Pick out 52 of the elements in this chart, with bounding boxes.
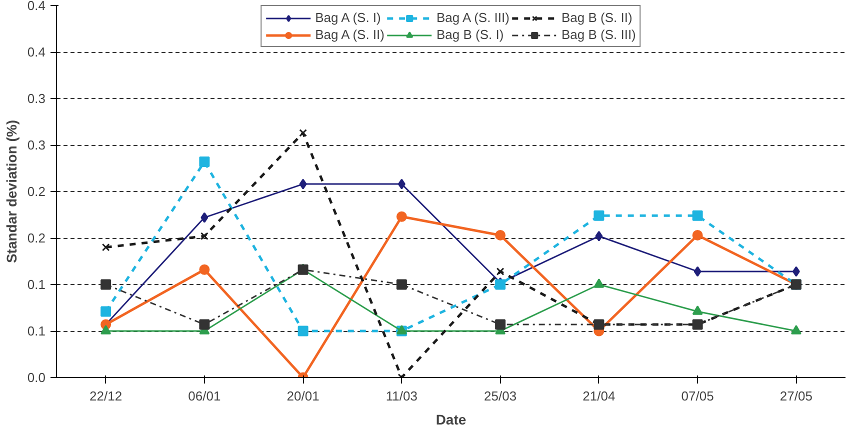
point xyxy=(398,178,406,190)
point xyxy=(694,266,702,277)
x-tick-label: 27/05 xyxy=(780,388,812,404)
point xyxy=(495,230,506,240)
point xyxy=(299,128,307,137)
x-tick-label: 21/04 xyxy=(582,388,616,404)
y-tick-label: 0.4 xyxy=(27,0,46,13)
y-tick-label: 0.2 xyxy=(27,184,46,199)
point xyxy=(100,279,112,290)
legend-label: Bag A (S. III) xyxy=(436,10,510,25)
point xyxy=(396,279,407,290)
legend-label: Bag A (S. I) xyxy=(315,10,381,25)
x-tick-label: 20/01 xyxy=(286,388,320,404)
point xyxy=(299,178,307,190)
point xyxy=(396,211,407,222)
y-tick-label: 0.4 xyxy=(27,44,46,60)
x-axis-title: Date xyxy=(436,412,466,428)
legend-label: Bag B (S. III) xyxy=(561,27,636,42)
point xyxy=(298,326,308,336)
y-tick-label: 0.2 xyxy=(27,230,46,246)
x-tick-label: 11/03 xyxy=(386,388,418,404)
point xyxy=(692,210,703,221)
point xyxy=(100,325,112,334)
y-tick-label: 0.0 xyxy=(27,370,46,385)
point xyxy=(100,306,112,317)
y-tick-label: 0.1 xyxy=(27,277,46,292)
point xyxy=(102,243,110,252)
x-tick-label: 25/03 xyxy=(484,388,517,404)
point xyxy=(199,156,210,167)
x-tick-label: 22/12 xyxy=(90,388,122,404)
y-axis-title: Standar deviation (%) xyxy=(3,120,20,264)
point xyxy=(495,319,506,330)
point xyxy=(199,319,210,330)
point xyxy=(200,212,208,223)
point xyxy=(692,306,703,315)
point xyxy=(199,264,210,275)
point xyxy=(200,232,208,240)
y-tick-label: 0.1 xyxy=(27,324,46,338)
point xyxy=(790,325,802,334)
point xyxy=(595,230,603,242)
x-tick-label: 06/01 xyxy=(188,388,221,404)
y-tick-label: 0.3 xyxy=(27,138,46,152)
point xyxy=(496,268,504,276)
y-tick-label: 0.3 xyxy=(27,91,46,106)
point xyxy=(692,230,703,240)
legend-label: Bag A (S. II) xyxy=(315,27,384,42)
legend-label: Bag B (S. I) xyxy=(436,27,504,42)
point xyxy=(594,210,604,221)
legend-label: Bag B (S. II) xyxy=(561,10,632,25)
x-tick-label: 07/05 xyxy=(681,388,714,404)
point xyxy=(594,278,604,288)
point xyxy=(792,266,800,277)
